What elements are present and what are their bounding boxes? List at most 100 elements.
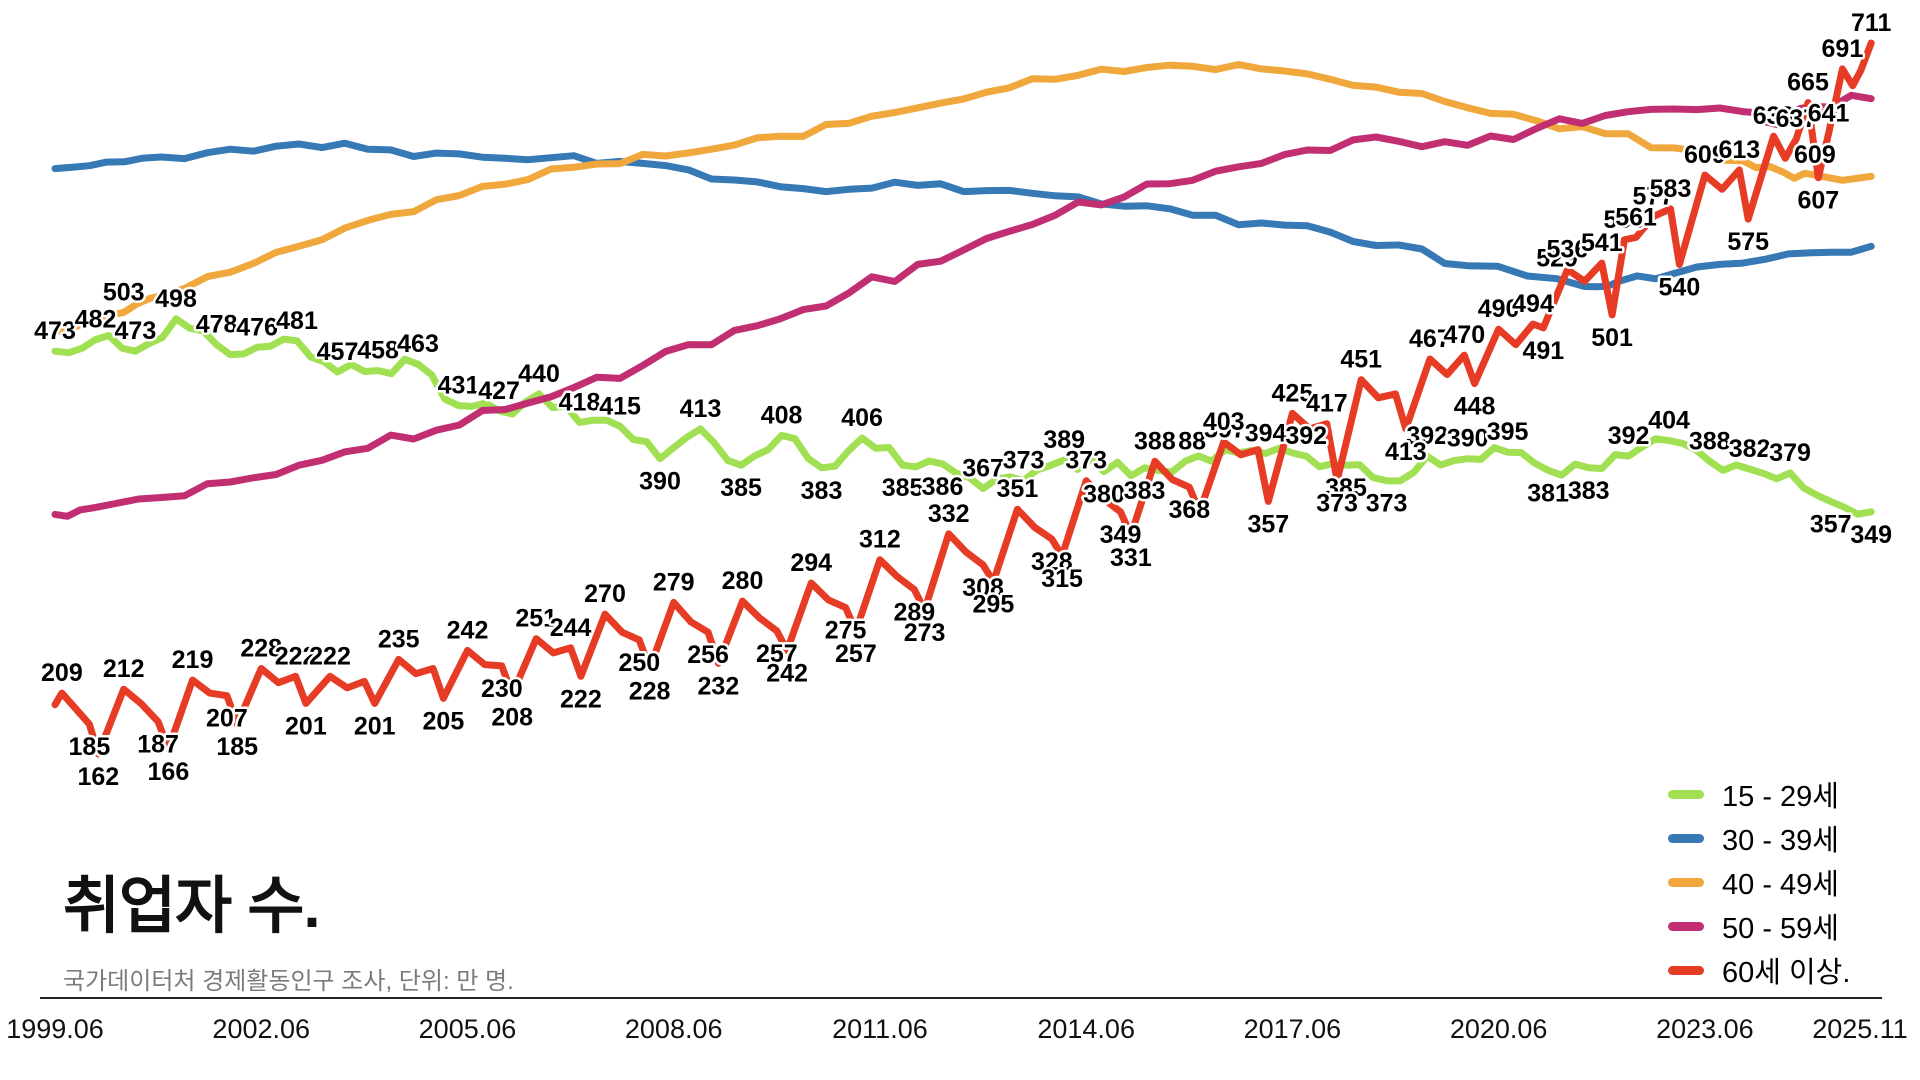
x-axis-tick-labels: 1999.06 2002.06 2005.06 2008.06 2011.06 2014.… — [0, 1014, 1920, 1064]
page-title: 취업자 수. — [63, 872, 321, 941]
data-label: 349 — [1850, 521, 1892, 549]
data-label: 242 — [766, 659, 808, 687]
x-axis-tick-label: 2017.06 — [1243, 1014, 1342, 1044]
data-label: 473 — [34, 317, 76, 345]
x-axis-tick-label: 2014.06 — [1037, 1014, 1135, 1044]
data-label: 385 — [720, 474, 762, 502]
data-label: 417 — [1306, 390, 1348, 418]
data-label: 389 — [1043, 426, 1085, 454]
data-label: 691 — [1822, 35, 1864, 63]
data-label: 458 — [357, 337, 399, 365]
data-label: 457 — [317, 338, 359, 366]
data-label: 607 — [1797, 187, 1839, 215]
data-label: 390 — [1447, 425, 1489, 453]
legend-item: 15 - 29세 — [1668, 772, 1850, 816]
data-label: 403 — [1203, 408, 1245, 436]
data-label: 379 — [1769, 439, 1811, 467]
data-label: 418 — [559, 388, 601, 416]
data-label: 257 — [756, 640, 798, 668]
data-label: 383 — [1124, 477, 1166, 505]
data-label: 383 — [1568, 477, 1610, 505]
x-axis-tick-label: 2020.06 — [1449, 1014, 1548, 1044]
x-axis-tick-label: 2005.06 — [418, 1014, 517, 1044]
data-label: 392 — [1406, 422, 1448, 450]
legend-swatch-icon — [1668, 789, 1704, 799]
data-label: 501 — [1591, 324, 1633, 352]
legend-label: 40 - 49세 — [1722, 869, 1839, 901]
data-label: 289 — [893, 599, 935, 627]
data-label: 373 — [1366, 490, 1408, 518]
data-label: 244 — [550, 614, 592, 642]
data-label: 185 — [216, 733, 258, 761]
data-label: 577 — [1632, 183, 1674, 211]
data-label: 609 — [1684, 141, 1726, 169]
data-label: 385 — [1325, 474, 1367, 502]
data-label: 201 — [354, 712, 396, 740]
data-label: 270 — [584, 580, 626, 608]
data-label: 250 — [618, 649, 660, 677]
data-label: 559 — [1604, 206, 1646, 234]
x-axis-tick-label: 2023.06 — [1656, 1014, 1754, 1044]
data-label: 209 — [41, 659, 83, 687]
data-label: 415 — [599, 392, 641, 420]
data-label: 332 — [928, 500, 970, 528]
legend-label: 15 - 29세 — [1722, 781, 1839, 813]
data-label: 257 — [835, 640, 877, 668]
legend-item: 40 - 49세 — [1668, 860, 1850, 904]
data-label: 388 — [1164, 427, 1206, 455]
data-label: 273 — [904, 619, 946, 647]
data-label: 491 — [1522, 337, 1564, 365]
legend-label: 50 - 59세 — [1722, 913, 1839, 945]
data-label: 222 — [275, 642, 317, 670]
legend-swatch-icon — [1668, 965, 1704, 975]
data-label: 205 — [423, 707, 465, 735]
data-label: 308 — [962, 574, 1004, 602]
data-label: 228 — [240, 635, 282, 663]
x-axis-baseline — [40, 997, 1882, 999]
data-label: 427 — [478, 377, 520, 405]
data-label: 490 — [1478, 295, 1520, 323]
data-label: 408 — [761, 401, 803, 429]
data-label: 540 — [1659, 273, 1701, 301]
data-label: 711 — [1851, 9, 1891, 37]
data-label: 251 — [515, 605, 557, 633]
data-label: 481 — [276, 307, 318, 335]
chart-legend: 15 - 29세 30 - 39세 40 - 49세 50 - 59세 60세 이상. — [1668, 772, 1850, 992]
data-label: 413 — [1385, 438, 1427, 466]
data-label: 357 — [1247, 510, 1289, 538]
data-label: 357 — [1810, 510, 1852, 538]
data-label: 536 — [1547, 236, 1589, 264]
data-label: 641 — [1808, 100, 1850, 128]
data-label: 413 — [680, 395, 722, 423]
data-label: 498 — [155, 285, 197, 313]
data-label: 529 — [1536, 245, 1578, 273]
data-label: 494 — [1512, 290, 1554, 318]
legend-item: 50 - 59세 — [1668, 904, 1850, 948]
series-line-5 — [51, 39, 1875, 758]
data-label: 388 — [1689, 427, 1731, 455]
data-label: 425 — [1272, 379, 1314, 407]
data-label: 395 — [1487, 418, 1529, 446]
data-label: 382 — [1729, 435, 1771, 463]
data-label: 392 — [1285, 422, 1327, 450]
data-label: 315 — [1041, 565, 1083, 593]
data-label: 394 — [1245, 420, 1287, 448]
data-label: 561 — [1615, 203, 1657, 231]
data-label: 381 — [1527, 479, 1569, 507]
data-label: 187 — [137, 731, 179, 759]
data-label: 256 — [687, 641, 729, 669]
data-label: 201 — [285, 712, 327, 740]
data-label: 328 — [1031, 548, 1073, 576]
data-label: 162 — [77, 763, 119, 791]
data-label: 230 — [481, 675, 523, 703]
data-label: 448 — [1454, 393, 1496, 421]
data-label: 431 — [438, 372, 480, 400]
data-label: 467 — [1409, 325, 1451, 353]
data-label: 242 — [447, 616, 489, 644]
data-label: 295 — [973, 591, 1015, 619]
x-axis-tick-label: 2011.06 — [832, 1014, 928, 1044]
data-label: 665 — [1787, 69, 1829, 97]
data-label: 503 — [103, 278, 145, 306]
data-label: 232 — [698, 672, 740, 700]
data-label: 613 — [1718, 136, 1760, 164]
